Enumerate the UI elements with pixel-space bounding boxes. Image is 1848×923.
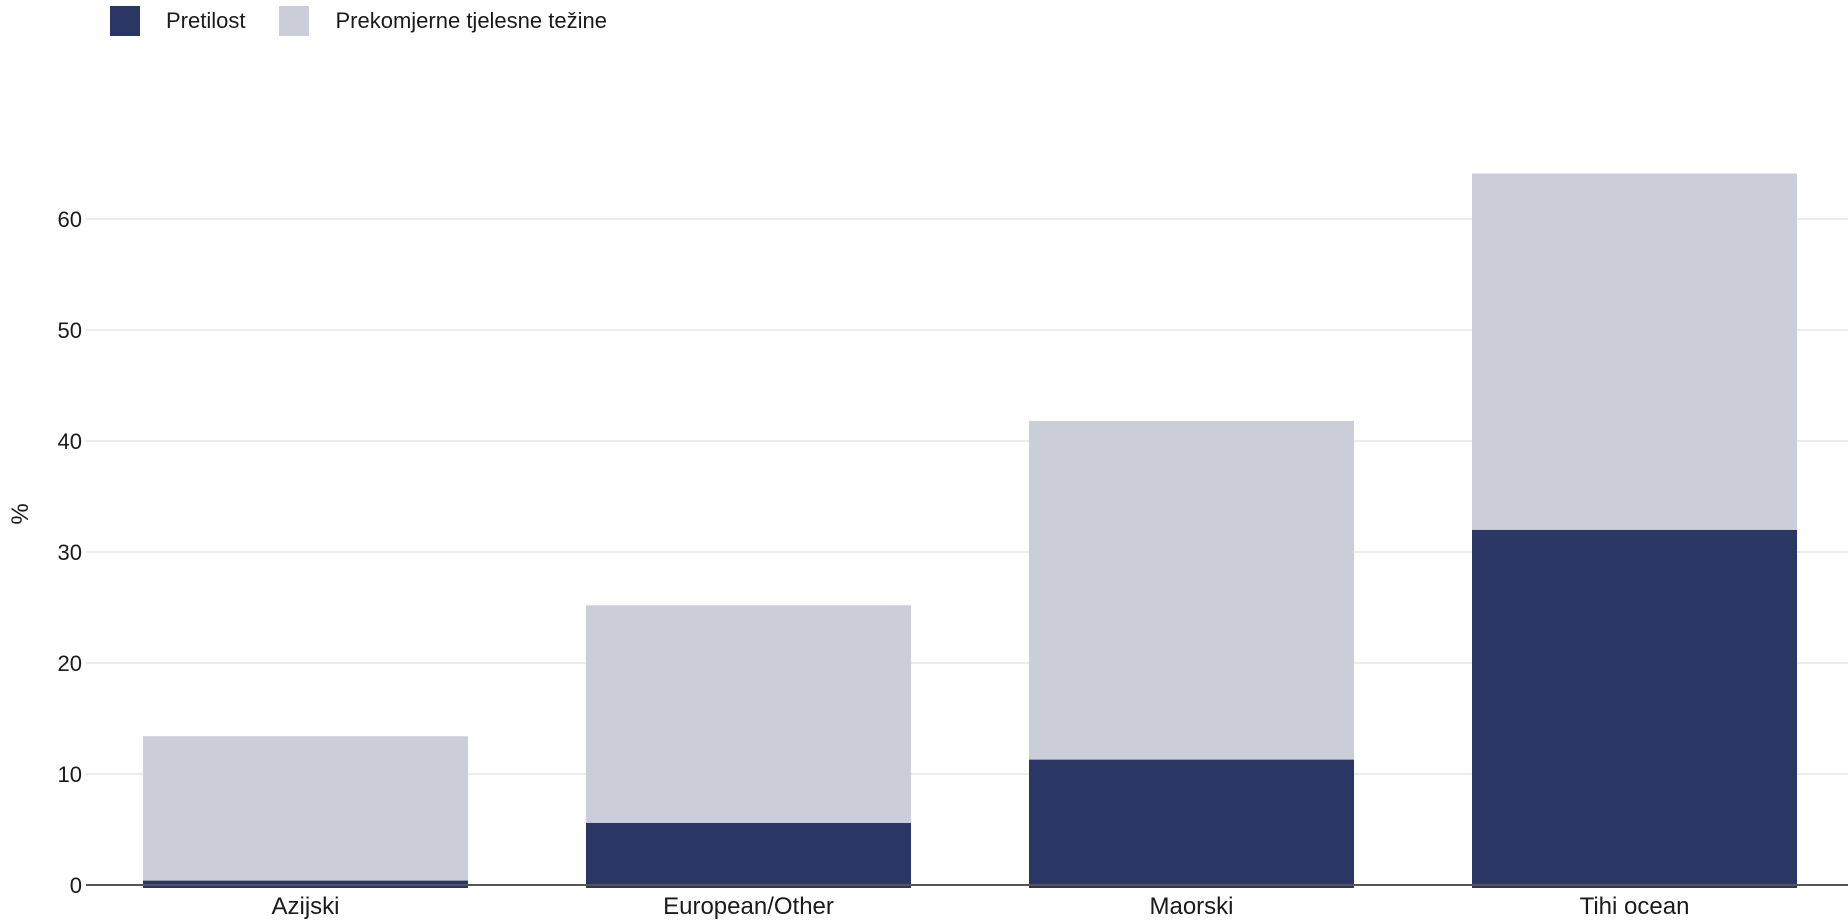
bar-pretilost-european-other <box>586 822 911 888</box>
legend-item-prekomjerne: Prekomjerne tjelesne težine <box>279 6 607 36</box>
y-axis-ticks: 0 10 20 30 40 50 60 <box>58 207 82 898</box>
y-tick-label: 20 <box>58 651 82 676</box>
y-tick-label: 10 <box>58 762 82 787</box>
legend-label-prekomjerne: Prekomjerne tjelesne težine <box>335 8 607 33</box>
x-tick-label: Azijski <box>271 893 339 920</box>
bar-prekomjerne-tjelesne-te-ine-european-other <box>586 605 911 823</box>
bar-pretilost-maorski <box>1029 759 1354 888</box>
bar-pretilost-tihi-ocean <box>1472 529 1797 888</box>
y-axis-title: % <box>7 503 34 524</box>
y-tick-label: 30 <box>58 540 82 565</box>
bar-prekomjerne-tjelesne-te-ine-azijski <box>143 736 468 881</box>
x-tick-label: European/Other <box>663 893 834 920</box>
y-tick-label: 60 <box>58 207 82 232</box>
chart-legend: Pretilost Prekomjerne tjelesne težine <box>110 6 641 36</box>
y-tick-label: 40 <box>58 429 82 454</box>
legend-swatch-prekomjerne <box>279 6 310 36</box>
legend-item-pretilost: Pretilost <box>110 6 245 36</box>
y-tick-label: 0 <box>70 873 82 898</box>
x-tick-label: Tihi ocean <box>1580 893 1690 920</box>
bar-prekomjerne-tjelesne-te-ine-maorski <box>1029 421 1354 760</box>
bar-prekomjerne-tjelesne-te-ine-tihi-ocean <box>1472 173 1797 530</box>
x-axis-ticks: Azijski European/Other Maorski Tihi ocean <box>271 893 1689 920</box>
legend-swatch-pretilost <box>110 6 140 36</box>
x-tick-label: Maorski <box>1149 893 1233 920</box>
legend-label-pretilost: Pretilost <box>166 8 246 33</box>
bars <box>143 173 1797 888</box>
y-tick-label: 50 <box>58 318 82 343</box>
